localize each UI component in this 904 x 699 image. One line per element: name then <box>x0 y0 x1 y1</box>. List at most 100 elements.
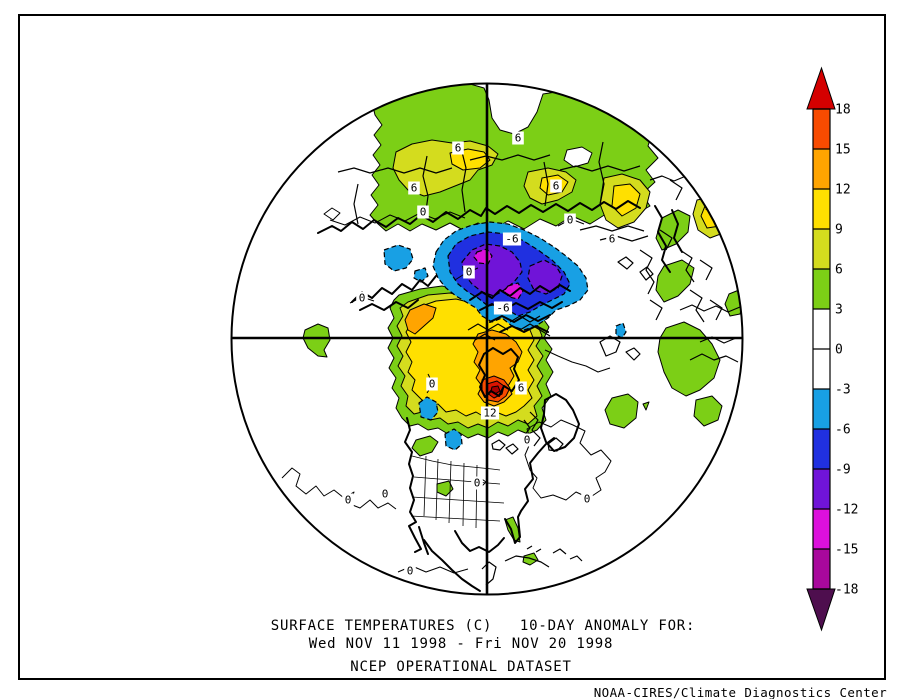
colorbar-segment <box>813 389 830 429</box>
region-warm-orange-tongue <box>404 303 437 335</box>
colorbar-segment <box>813 549 830 589</box>
contour-label: 6 <box>455 142 462 155</box>
coast-mexico <box>423 539 481 592</box>
contour-label-box <box>463 265 475 279</box>
colorbar-tick-label: -18 <box>835 583 858 598</box>
region-cold-pool-violet-right <box>527 259 563 295</box>
contour-zero-atlantic-loop <box>524 419 612 501</box>
contour-label-box <box>417 205 429 219</box>
contour-zero-small-loop <box>323 207 341 221</box>
region-green-europe-1 <box>655 209 691 251</box>
region-cold-canada-2 <box>444 428 463 451</box>
map-date-range: Wed NOV 11 1998 - Fri NOV 20 1998 <box>308 636 614 652</box>
contour-label-box <box>408 181 420 195</box>
contour-label-box <box>515 381 527 395</box>
contour-label: 6 <box>411 182 418 195</box>
colorbar-tick-label: -12 <box>835 503 858 518</box>
region-green-pacific-west <box>302 323 331 358</box>
coast-iberia-africa <box>679 304 741 363</box>
region-cold-europe-dot <box>615 322 627 339</box>
colorbar-tick-label: -15 <box>835 543 858 558</box>
hudson-bay <box>478 347 520 398</box>
coast-maritimes <box>547 437 564 452</box>
contour-label: 6 <box>518 382 525 395</box>
colorbar-segment <box>813 229 830 269</box>
contour-label: 12 <box>483 407 496 420</box>
region-cold-bering-2 <box>413 267 429 283</box>
contour-label-box <box>512 131 524 145</box>
colorbar-tick-label: 3 <box>835 303 843 318</box>
contour-label: 0 <box>407 565 414 578</box>
colorbar-tick-label: 6 <box>835 263 843 278</box>
contour-label-box <box>342 493 354 507</box>
colorbar-segment <box>813 109 830 149</box>
contour-label-box <box>426 377 438 391</box>
us-state-lines <box>410 455 505 529</box>
contour-label: 6 <box>515 132 522 145</box>
region-belt-white-hole <box>563 146 593 168</box>
great-lakes <box>491 439 519 455</box>
region-green-atlantic-ne <box>693 395 723 427</box>
contour-label: 6 <box>553 180 560 193</box>
region-green-midatlantic-speck <box>642 401 650 411</box>
map-interior <box>231 83 743 595</box>
coast-gulf <box>454 530 505 553</box>
contour-label: 0 <box>567 214 574 227</box>
contour-label: 0 <box>345 494 352 507</box>
region-green-midatlantic <box>604 393 639 429</box>
contour-label-box <box>379 487 391 501</box>
contour-label-box <box>493 301 513 315</box>
colorbar-segment <box>813 509 830 549</box>
contour-label: -6 <box>496 302 509 315</box>
plot-frame <box>18 14 886 680</box>
contour-label-box <box>550 179 562 193</box>
contour-label-box <box>480 406 500 420</box>
coast-na-west <box>404 417 429 555</box>
colorbar-segment <box>813 189 830 229</box>
contour-label-box <box>606 232 618 246</box>
colorbar-tick-label: 15 <box>835 143 851 158</box>
rivers-siberia <box>353 141 605 225</box>
colorbar-tick-label: -6 <box>835 423 851 438</box>
contour-label: 0 <box>382 488 389 501</box>
contour-label-box <box>356 291 368 305</box>
contour-label: 0 <box>584 493 591 506</box>
contour-label-box <box>564 213 576 227</box>
contour-label-box <box>471 476 483 490</box>
contour-label-box <box>581 492 593 506</box>
colorbar-segment <box>813 149 830 189</box>
contour-label: 0 <box>429 378 436 391</box>
black-caspian-seas <box>617 256 654 281</box>
contour-zero-pacific <box>281 467 397 510</box>
region-green-florida <box>504 516 521 543</box>
coast-na-east <box>504 437 555 544</box>
region-asia-yellow-4-core <box>700 203 727 229</box>
coast-okhotsk <box>469 284 571 333</box>
region-cold-bering-1 <box>383 244 414 272</box>
colorbar-tick-label: 12 <box>835 183 851 198</box>
colorbar-tick-label: 18 <box>835 103 851 118</box>
contour-label-box <box>521 433 533 447</box>
contour-label: -6 <box>505 233 518 246</box>
contour-label: 0 <box>524 434 531 447</box>
colorbar-segment <box>813 429 830 469</box>
region-green-us-1 <box>411 435 439 457</box>
colorbar-segment <box>813 469 830 509</box>
colorbar: 18 15 12 9 6 3 0 -3 -6 -9 -12 -15 -18 <box>806 66 858 632</box>
contour-label: 6 <box>609 233 616 246</box>
contour-label: 0 <box>420 206 427 219</box>
region-eurasia-warm-belt <box>369 83 659 232</box>
coast-siberia <box>317 200 641 234</box>
colorbar-tick-label: -3 <box>835 383 851 398</box>
coast-norway <box>654 205 683 273</box>
contour-label: 0 <box>466 266 473 279</box>
region-green-scandinavia <box>655 125 681 151</box>
colorbar-tick-label: 0 <box>835 343 843 358</box>
borders-asia <box>337 154 687 242</box>
map-title: SURFACE TEMPERATURES (C) 10-DAY ANOMALY … <box>270 618 696 634</box>
contour-label: 0 <box>474 477 481 490</box>
region-green-europe-2 <box>655 259 695 303</box>
